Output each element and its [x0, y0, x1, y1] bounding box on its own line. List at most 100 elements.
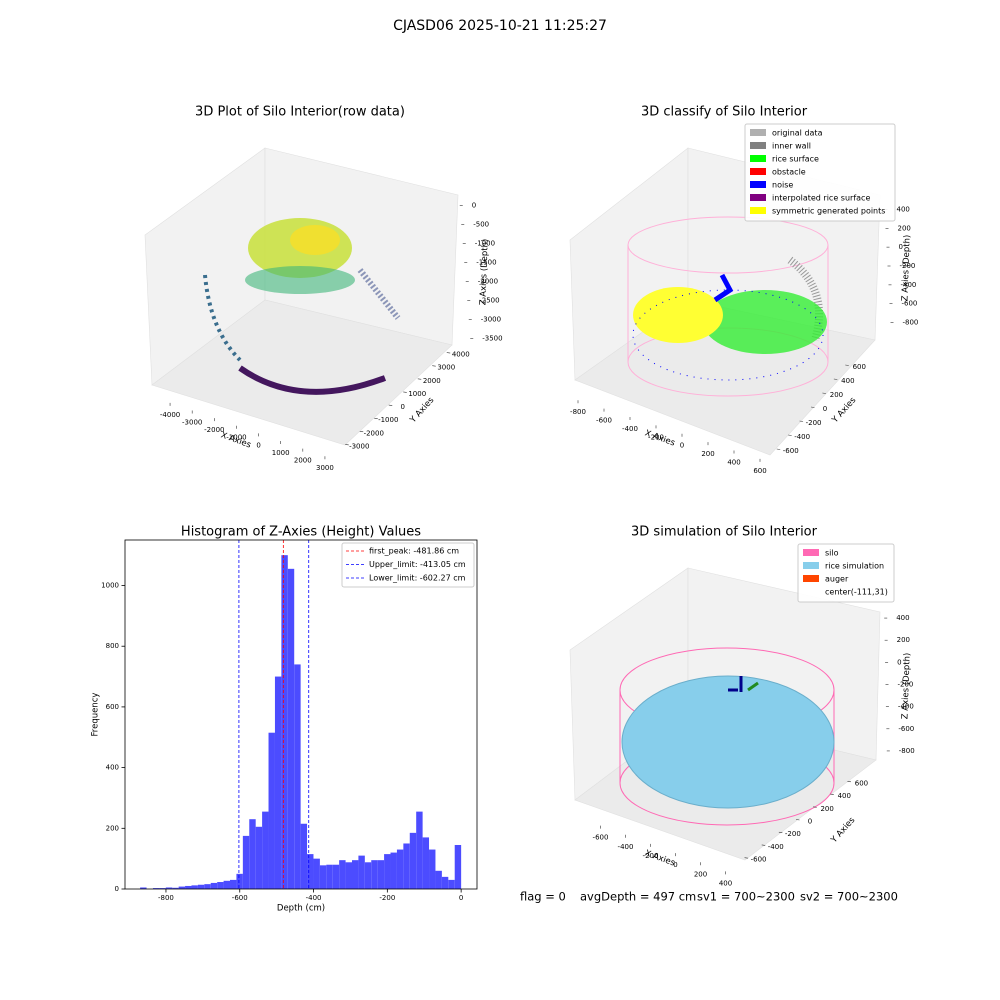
z-tick-label: -600 — [898, 725, 914, 733]
bar — [268, 732, 275, 889]
tick-mark — [830, 793, 834, 795]
panel-4-panes — [569, 567, 881, 861]
bar — [204, 884, 211, 889]
chart-title: 3D classify of Silo Interior — [641, 105, 808, 120]
z-tick-label: -400 — [901, 281, 917, 289]
z-axis-label: Z Axies (Depth) — [900, 653, 912, 720]
y-axis-label: Frequency — [91, 693, 101, 737]
bar — [313, 858, 320, 889]
x-tick-label: 0 — [680, 442, 684, 450]
x-tick-label: -2000 — [204, 426, 224, 434]
tick-mark — [359, 431, 364, 433]
y-tick-label: 1000 — [101, 582, 119, 590]
legend-label: obstacle — [772, 168, 806, 177]
z-tick-label: 200 — [898, 224, 911, 232]
bar — [326, 864, 333, 889]
z-tick-label: 0 — [472, 202, 476, 210]
bar — [281, 555, 288, 889]
y-tick-label: 1000 — [408, 390, 426, 398]
y-tick-label: -200 — [785, 830, 801, 838]
legend-label: center(-111,31) — [825, 588, 888, 597]
legend-swatch — [803, 575, 819, 582]
tick-mark — [799, 420, 804, 422]
bar — [390, 852, 397, 889]
z-tick-label: 0 — [899, 243, 903, 251]
z-tick-label: -1500 — [476, 259, 496, 267]
legend-swatch — [750, 168, 766, 175]
panel-2-panes — [569, 147, 881, 456]
bar — [178, 886, 186, 889]
legend-swatch — [750, 181, 766, 188]
z-tick-label: -400 — [898, 703, 914, 711]
tick-mark — [744, 857, 749, 859]
bar — [364, 862, 372, 889]
z-tick-label: -1000 — [475, 240, 495, 248]
legend-label: original data — [772, 129, 823, 138]
bar — [140, 887, 147, 889]
bar — [249, 819, 256, 889]
z-tick-label: -3000 — [481, 316, 501, 324]
legend-label: silo — [825, 549, 839, 558]
tick-mark — [761, 844, 766, 846]
bar — [236, 873, 243, 889]
bar — [262, 811, 269, 889]
bar — [358, 855, 365, 889]
y-tick-label: 0 — [808, 818, 812, 826]
x-tick-label: -200 — [379, 894, 395, 902]
bar — [441, 876, 449, 889]
bar — [319, 865, 327, 889]
legend-label: first_peak: -481.86 cm — [369, 547, 459, 556]
tick-mark — [778, 831, 783, 834]
legend-label: rice simulation — [825, 562, 884, 571]
y-tick-label: 3000 — [437, 364, 455, 372]
bar — [403, 843, 410, 889]
legend-swatch — [750, 142, 766, 149]
y-tick-label: 600 — [855, 779, 868, 787]
y-tick-label: 400 — [106, 764, 119, 772]
bar — [159, 888, 166, 889]
bar — [429, 849, 436, 889]
z-tick-label: 400 — [897, 205, 910, 213]
legend-swatch — [750, 207, 766, 214]
bar — [255, 826, 263, 889]
x-tick-label: -600 — [593, 834, 609, 842]
legend-label: inner wall — [772, 142, 811, 151]
x-tick-label: -600 — [596, 417, 612, 425]
bar — [422, 837, 430, 889]
tick-mark — [417, 378, 422, 380]
tick-mark — [833, 378, 838, 380]
bar — [210, 882, 218, 889]
x-tick-label: 0 — [459, 894, 463, 902]
z-tick-label: -2000 — [478, 278, 498, 286]
bar — [294, 664, 301, 889]
status-text: flag = 0 — [520, 890, 566, 904]
bar — [396, 849, 404, 889]
bar — [242, 835, 250, 889]
figure-title: CJASD06 2025-10-21 11:25:27 — [393, 18, 607, 34]
z-tick-label: -3500 — [482, 335, 502, 343]
bar — [165, 887, 173, 889]
chart-title: Histogram of Z-Axies (Height) Values — [181, 525, 421, 540]
status-text: sv1 = 700~2300 — [697, 890, 795, 904]
chart-title: 3D simulation of Silo Interior — [631, 525, 818, 540]
x-tick-label: 3000 — [316, 464, 334, 472]
bar — [454, 844, 462, 889]
legend-label: symmetric generated points — [772, 207, 885, 216]
x-tick-label: -3000 — [182, 418, 202, 426]
legend-swatch — [803, 549, 819, 556]
y-tick-label: 600 — [853, 363, 866, 371]
x-tick-label: -800 — [570, 408, 586, 416]
status-text: avgDepth = 497 cm — [580, 890, 696, 904]
z-tick-label: -200 — [898, 681, 914, 689]
y-tick-label: -400 — [794, 433, 810, 441]
chart-title: 3D Plot of Silo Interior(row data) — [195, 105, 405, 120]
tick-mark — [847, 781, 851, 783]
bar — [230, 879, 237, 889]
z-tick-label: -600 — [902, 300, 918, 308]
bar — [409, 832, 417, 889]
legend-swatch — [750, 194, 766, 201]
legend-box — [744, 123, 896, 222]
x-tick-label: -400 — [618, 843, 634, 851]
